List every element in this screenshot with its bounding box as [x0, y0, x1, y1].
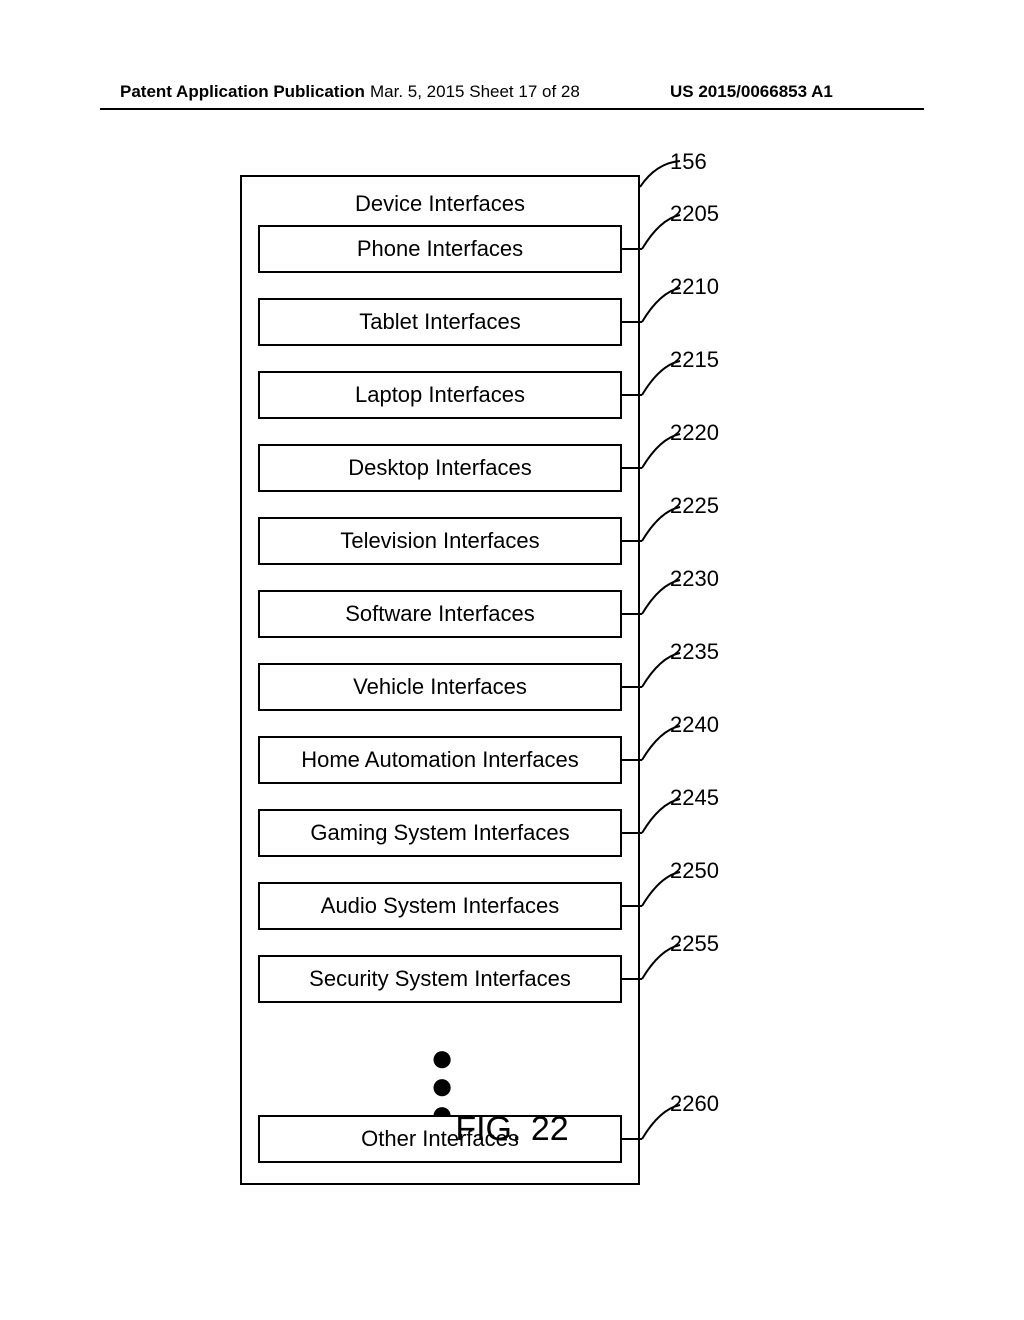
header-left: Patent Application Publication — [120, 82, 365, 102]
interface-label: Audio System Interfaces — [321, 893, 559, 919]
interface-box: Software Interfaces — [258, 590, 622, 638]
interface-box: Tablet Interfaces — [258, 298, 622, 346]
interface-leader-line — [620, 205, 690, 265]
interface-leader-line — [620, 789, 690, 849]
interface-leader-line — [620, 716, 690, 776]
interface-box: Television Interfaces — [258, 517, 622, 565]
interface-box: Phone Interfaces — [258, 225, 622, 273]
interface-box: Security System Interfaces — [258, 955, 622, 1003]
interface-label: Television Interfaces — [340, 528, 539, 554]
interface-leader-line — [620, 278, 690, 338]
header-mid: Mar. 5, 2015 Sheet 17 of 28 — [370, 82, 580, 102]
interface-box: Vehicle Interfaces — [258, 663, 622, 711]
interface-leader-line — [620, 643, 690, 703]
interface-box: Laptop Interfaces — [258, 371, 622, 419]
interface-box: Home Automation Interfaces — [258, 736, 622, 784]
interface-label: Software Interfaces — [345, 601, 535, 627]
interface-leader-line — [620, 570, 690, 630]
header-right: US 2015/0066853 A1 — [670, 82, 833, 102]
figure-caption: FIG. 22 — [0, 1110, 1024, 1149]
interface-label: Laptop Interfaces — [355, 382, 525, 408]
interface-label: Desktop Interfaces — [348, 455, 531, 481]
interface-leader-line — [620, 497, 690, 557]
interface-label: Vehicle Interfaces — [353, 674, 527, 700]
interface-leader-line — [620, 935, 690, 995]
interface-label: Home Automation Interfaces — [301, 747, 579, 773]
interface-label: Security System Interfaces — [309, 966, 571, 992]
page: Patent Application Publication Mar. 5, 2… — [0, 0, 1024, 1320]
interface-leader-line — [620, 862, 690, 922]
container-title: Device Interfaces — [242, 191, 638, 217]
header-rule — [100, 108, 924, 110]
interface-leader-line — [620, 424, 690, 484]
container-leader-line — [634, 157, 694, 207]
interface-leader-line — [620, 351, 690, 411]
interface-box: Audio System Interfaces — [258, 882, 622, 930]
interface-label: Tablet Interfaces — [359, 309, 520, 335]
interface-box: Desktop Interfaces — [258, 444, 622, 492]
interface-label: Gaming System Interfaces — [310, 820, 569, 846]
interface-label: Phone Interfaces — [357, 236, 523, 262]
interface-box: Gaming System Interfaces — [258, 809, 622, 857]
